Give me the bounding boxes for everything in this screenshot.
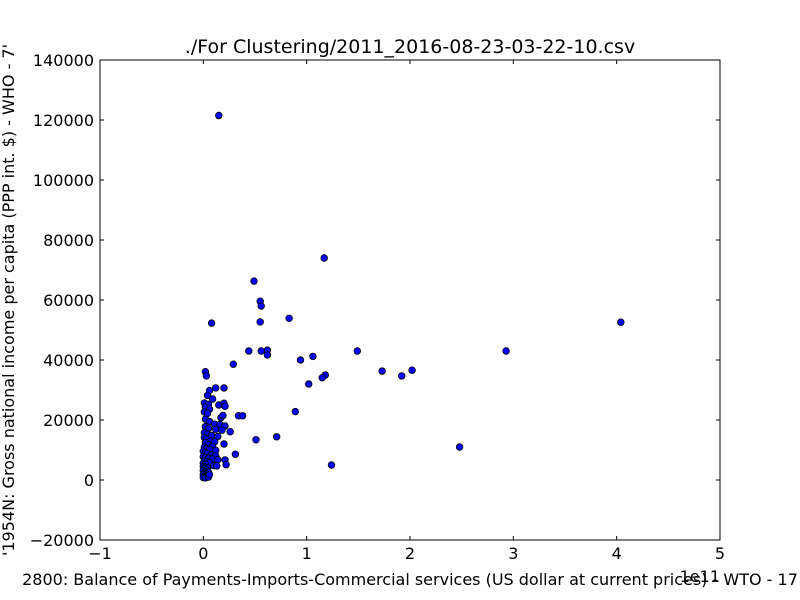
data-point bbox=[291, 407, 299, 416]
data-point bbox=[318, 374, 326, 382]
data-point bbox=[226, 428, 234, 436]
data-point bbox=[238, 412, 247, 420]
x-axis-label: 2800: Balance of Payments-Imports-Commer… bbox=[22, 570, 798, 589]
data-point bbox=[202, 372, 211, 380]
data-point bbox=[408, 366, 416, 374]
data-point bbox=[229, 360, 237, 368]
data-point bbox=[211, 425, 220, 433]
y-tick-label: 40000 bbox=[43, 351, 94, 370]
data-point bbox=[296, 356, 305, 364]
y-tick-label: 20000 bbox=[43, 411, 94, 430]
data-point bbox=[215, 111, 223, 120]
data-point bbox=[211, 384, 220, 392]
x-tick-label: 3 bbox=[508, 544, 518, 563]
data-point bbox=[222, 461, 230, 469]
x-tick-label: 2 bbox=[405, 544, 415, 563]
data-point bbox=[219, 411, 227, 420]
data-point bbox=[245, 347, 253, 355]
y-tick-label: −20000 bbox=[30, 531, 94, 550]
data-point bbox=[455, 443, 464, 451]
data-point bbox=[285, 314, 293, 322]
y-tick-label: 0 bbox=[84, 471, 94, 490]
y-axis-ticks: −20000 0 20000 40000 60000 80000 100000 120000 1… bbox=[30, 51, 720, 550]
data-point bbox=[257, 347, 265, 355]
x-axis-offset-label: 1e11 bbox=[680, 567, 720, 586]
data-point bbox=[203, 391, 212, 400]
data-point bbox=[205, 470, 214, 479]
x-tick-label: 1 bbox=[302, 544, 312, 563]
data-point bbox=[221, 402, 229, 410]
data-point bbox=[263, 351, 272, 359]
plot-area bbox=[99, 59, 721, 541]
data-point bbox=[252, 436, 260, 444]
data-point bbox=[617, 318, 625, 326]
data-point bbox=[309, 352, 317, 361]
data-point bbox=[273, 433, 281, 441]
data-point bbox=[207, 319, 216, 327]
data-point bbox=[213, 462, 221, 470]
y-axis-label: '1954N: Gross national income per capita… bbox=[0, 44, 18, 556]
data-points bbox=[199, 111, 625, 482]
data-point bbox=[218, 426, 226, 434]
y-tick-label: 140000 bbox=[33, 51, 94, 70]
x-tick-label: 5 bbox=[715, 544, 725, 563]
y-tick-label: 120000 bbox=[33, 111, 94, 130]
y-tick-label: 80000 bbox=[43, 231, 94, 250]
data-point bbox=[250, 277, 258, 285]
data-point bbox=[231, 450, 240, 458]
data-point bbox=[320, 254, 328, 262]
data-point bbox=[305, 380, 313, 388]
chart-title: ./For Clustering/2011_2016-08-23-03-22-1… bbox=[185, 36, 635, 58]
x-tick-label: 4 bbox=[612, 544, 622, 563]
x-tick-label: 0 bbox=[198, 544, 208, 563]
y-tick-label: 100000 bbox=[33, 171, 94, 190]
data-point bbox=[220, 440, 228, 448]
data-point bbox=[220, 384, 228, 392]
y-tick-label: 60000 bbox=[43, 291, 94, 310]
x-axis-ticks: −1 0 1 2 3 4 5 bbox=[88, 60, 725, 563]
data-point bbox=[256, 318, 264, 326]
data-point bbox=[214, 455, 222, 464]
data-point bbox=[208, 395, 217, 403]
data-point bbox=[353, 347, 361, 355]
data-point bbox=[257, 302, 265, 310]
data-point bbox=[327, 461, 336, 469]
data-point bbox=[502, 347, 510, 355]
data-point bbox=[398, 372, 406, 380]
x-tick-label: −1 bbox=[88, 544, 112, 563]
data-point bbox=[378, 367, 386, 375]
